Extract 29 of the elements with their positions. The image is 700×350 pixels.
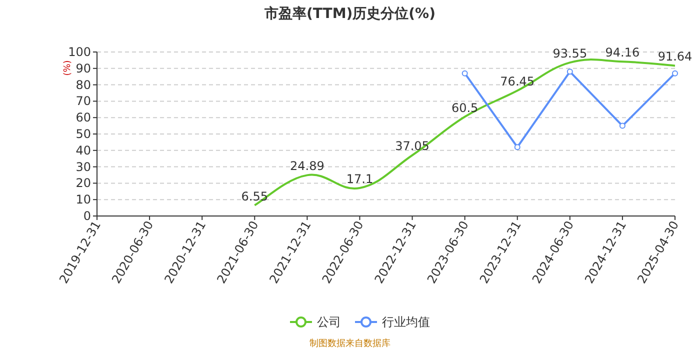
data-label: 17.1: [346, 172, 374, 186]
y-tick-label: 50: [76, 127, 91, 141]
legend-label: 公司: [317, 315, 341, 329]
y-tick-label: 90: [76, 61, 91, 76]
point: [619, 122, 626, 129]
point: [514, 144, 520, 150]
y-tick-label: 20: [76, 176, 91, 190]
text: 制图数据来自数据库: [310, 338, 390, 349]
y-tick-label: 60: [76, 110, 91, 125]
y-tick-label: 70: [76, 94, 91, 108]
data-label: 91.64: [658, 50, 692, 64]
y-tick-label: 0: [83, 209, 91, 223]
point: [566, 68, 573, 75]
point: [672, 70, 678, 76]
legend-label: 行业均值: [382, 315, 430, 329]
y-tick-label: 100: [68, 45, 91, 59]
data-label: 6.55: [241, 189, 268, 204]
y-tick-label: 40: [76, 143, 91, 158]
y-tick-label: 30: [76, 160, 91, 174]
y-axis-title: (%): [63, 60, 73, 76]
data-label: 60.5: [451, 100, 478, 115]
data-label: 76.45: [500, 74, 535, 89]
y-tick-label: 80: [76, 78, 91, 92]
point: [462, 70, 468, 76]
chart-title: 市盈率(TTM)历史分位(%): [264, 5, 436, 22]
data-label: 24.89: [290, 159, 324, 174]
y-tick-label: 10: [76, 192, 91, 207]
data-label: 93.55: [552, 46, 588, 61]
data-label: 94.16: [605, 46, 640, 60]
